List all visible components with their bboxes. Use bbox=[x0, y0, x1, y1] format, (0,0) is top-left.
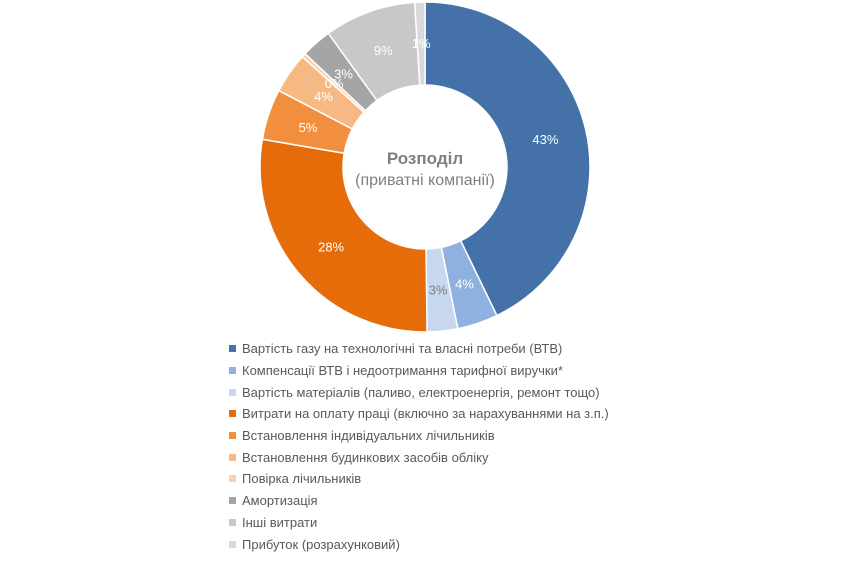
legend-item: Компенсації ВТВ і недоотримання тарифної… bbox=[229, 360, 829, 382]
legend-label: Вартість матеріалів (паливо, електроенер… bbox=[242, 384, 600, 400]
slice-label-9: 1% bbox=[412, 36, 431, 51]
legend-label: Прибуток (розрахунковий) bbox=[242, 536, 400, 552]
legend-item: Амортизація bbox=[229, 490, 829, 512]
legend-label: Витрати на оплату праці (включно за нара… bbox=[242, 406, 609, 422]
legend-label: Повірка лічильників bbox=[242, 471, 362, 487]
slice-label-5: 4% bbox=[314, 89, 333, 104]
donut-slice-9 bbox=[413, 1, 426, 86]
legend-label: Інші витрати bbox=[242, 514, 318, 530]
legend-swatch bbox=[229, 453, 236, 461]
legend-swatch bbox=[229, 345, 236, 353]
legend-item: Вартість газу на технологічні та власні … bbox=[229, 338, 829, 360]
legend-swatch bbox=[229, 388, 236, 396]
legend-item: Встановлення будинкових засобів обліку bbox=[229, 446, 829, 468]
legend-label: Вартість газу на технологічні та власні … bbox=[242, 341, 563, 357]
slice-label-3: 28% bbox=[318, 240, 344, 255]
legend-item: Вартість матеріалів (паливо, електроенер… bbox=[229, 381, 829, 403]
chart-center-subtitle: (приватні компанії) bbox=[355, 172, 495, 189]
legend-swatch bbox=[229, 367, 236, 375]
legend-item: Повірка лічильників bbox=[229, 468, 829, 490]
legend-label: Амортизація bbox=[242, 493, 318, 509]
slice-label-6: 0% bbox=[325, 76, 344, 91]
slice-label-8: 9% bbox=[374, 43, 393, 58]
legend-item: Встановлення індивідуальних лічильників bbox=[229, 425, 829, 447]
legend-swatch bbox=[229, 475, 236, 483]
slice-label-1: 4% bbox=[455, 277, 474, 292]
legend-item: Інші витрати bbox=[229, 512, 829, 534]
legend-swatch bbox=[229, 432, 236, 440]
chart-center-title: Розподіл bbox=[387, 149, 463, 168]
donut-slices bbox=[259, 1, 591, 333]
slice-labels: 43%4%3%28%5%4%0%3%9% 1% bbox=[299, 36, 559, 297]
slice-label-4: 5% bbox=[299, 120, 318, 135]
legend-swatch bbox=[229, 540, 236, 548]
legend-label: Компенсації ВТВ і недоотримання тарифної… bbox=[242, 363, 563, 379]
donut-chart: 43%4%3%28%5%4%0%3%9% 1% Розподіл (приватн… bbox=[259, 1, 591, 333]
legend-label: Встановлення індивідуальних лічильників bbox=[242, 428, 495, 444]
legend-swatch bbox=[229, 410, 236, 418]
legend-item: Прибуток (розрахунковий) bbox=[229, 533, 829, 555]
slice-label-2: 3% bbox=[429, 282, 448, 297]
legend-swatch bbox=[229, 497, 236, 505]
chart-legend: Вартість газу на технологічні та власні … bbox=[229, 338, 829, 555]
donut-slice-0 bbox=[424, 1, 591, 317]
legend-item: Витрати на оплату праці (включно за нара… bbox=[229, 403, 829, 425]
donut-slice-3 bbox=[259, 138, 428, 333]
slice-label-0: 43% bbox=[532, 132, 558, 147]
legend-label: Встановлення будинкових засобів обліку bbox=[242, 449, 489, 465]
slice-label-7: 3% bbox=[334, 67, 353, 82]
legend-swatch bbox=[229, 518, 236, 526]
